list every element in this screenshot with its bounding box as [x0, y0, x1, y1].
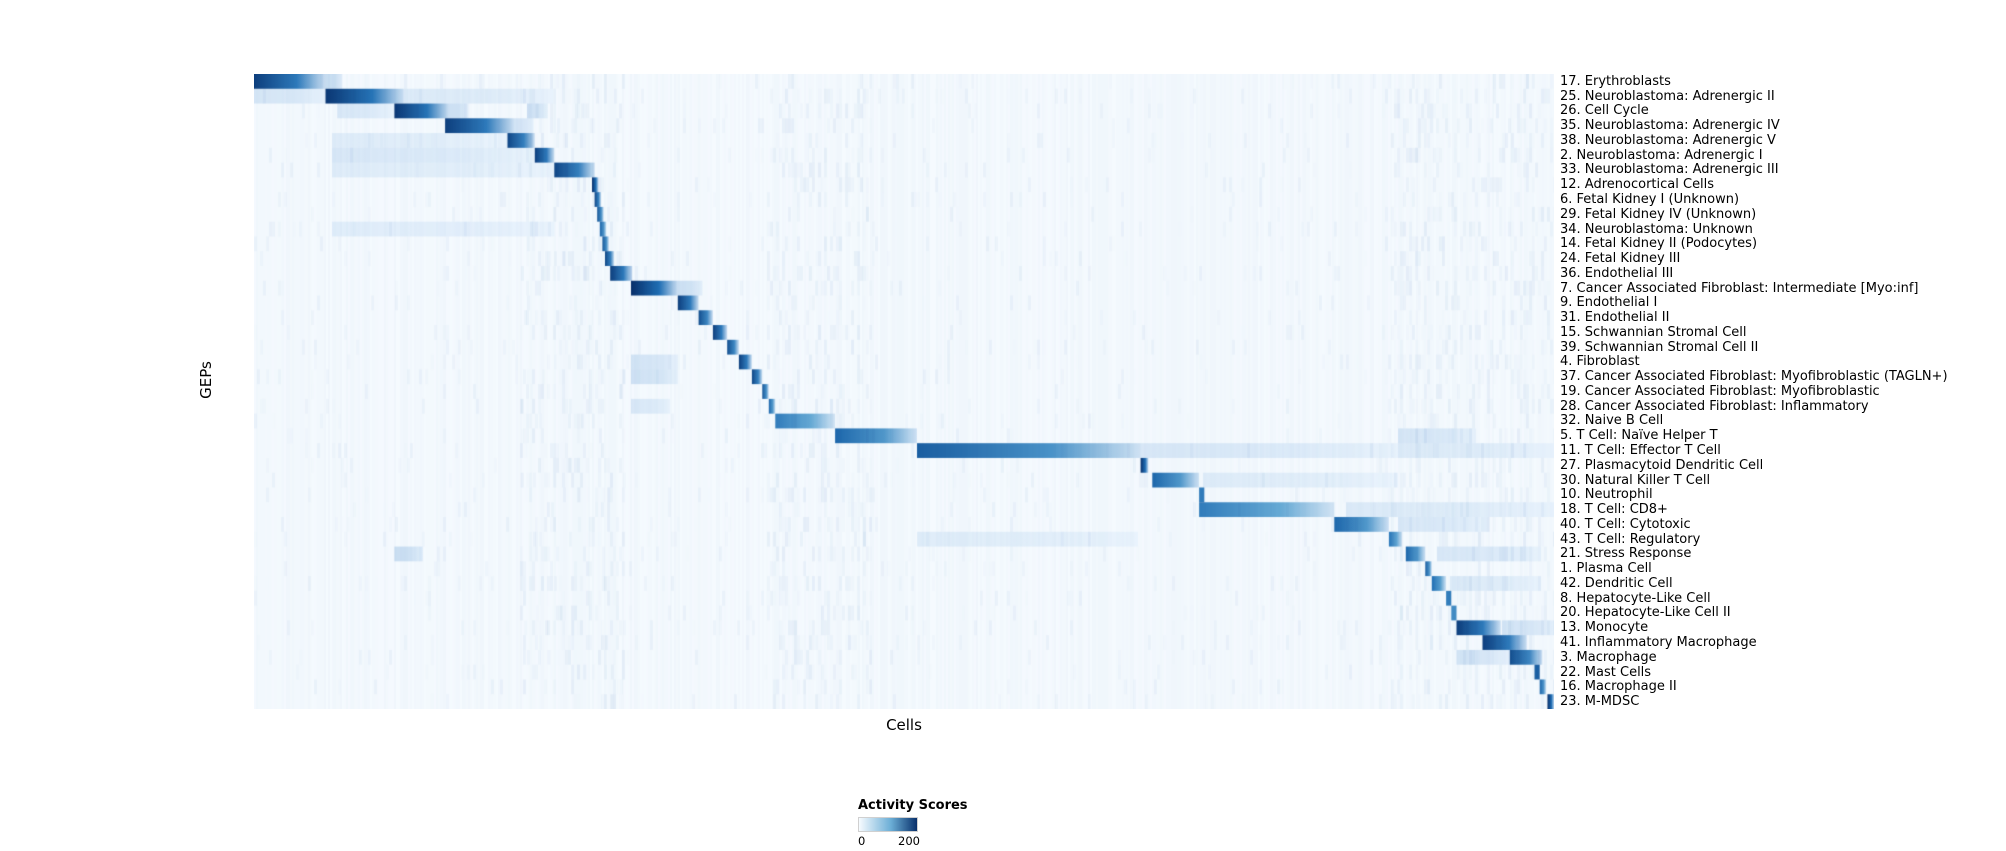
colorbar-min-tick: 0 — [858, 834, 866, 848]
row-label: 41. Inflammatory Macrophage — [1560, 634, 1757, 650]
row-label: 29. Fetal Kidney IV (Unknown) — [1560, 206, 1757, 222]
row-label: 19. Cancer Associated Fibroblast: Myofib… — [1560, 383, 1880, 399]
colorbar-legend: Activity Scores 0 200 — [858, 798, 998, 848]
row-label: 42. Dendritic Cell — [1560, 575, 1673, 591]
row-label: 38. Neuroblastoma: Adrenergic V — [1560, 132, 1776, 148]
row-label: 8. Hepatocyte-Like Cell — [1560, 590, 1711, 606]
row-label: 28. Cancer Associated Fibroblast: Inflam… — [1560, 398, 1869, 414]
heatmap-canvas — [254, 74, 1554, 709]
row-label: 16. Macrophage II — [1560, 679, 1677, 695]
row-labels: 17. Erythroblasts 25. Neuroblastoma: Adre… — [1560, 74, 2000, 709]
row-label: 32. Naive B Cell — [1560, 413, 1664, 429]
row-label: 37. Cancer Associated Fibroblast: Myofib… — [1560, 369, 1948, 385]
colorbar-gradient — [858, 817, 918, 832]
row-label: 24. Fetal Kidney III — [1560, 251, 1681, 267]
row-label: 11. T Cell: Effector T Cell — [1560, 443, 1721, 459]
row-label: 14. Fetal Kidney II (Podocytes) — [1560, 236, 1758, 252]
row-label: 33. Neuroblastoma: Adrenergic III — [1560, 162, 1779, 178]
row-label: 26. Cell Cycle — [1560, 103, 1649, 119]
row-label: 36. Endothelial III — [1560, 265, 1674, 281]
row-label: 18. T Cell: CD8+ — [1560, 502, 1668, 518]
x-axis-label: Cells — [886, 716, 922, 734]
colorbar-max-tick: 200 — [898, 834, 920, 848]
row-label: 10. Neutrophil — [1560, 487, 1653, 503]
row-label: 25. Neuroblastoma: Adrenergic II — [1560, 88, 1775, 104]
row-label: 3. Macrophage — [1560, 649, 1657, 665]
row-label: 7. Cancer Associated Fibroblast: Interme… — [1560, 280, 1919, 296]
row-label: 12. Adrenocortical Cells — [1560, 177, 1715, 193]
row-label: 6. Fetal Kidney I (Unknown) — [1560, 192, 1740, 207]
row-label: 17. Erythroblasts — [1560, 73, 1671, 89]
row-label: 20. Hepatocyte-Like Cell II — [1560, 605, 1731, 621]
row-label: 40. T Cell: Cytotoxic — [1560, 516, 1691, 532]
row-label: 27. Plasmacytoid Dendritic Cell — [1560, 457, 1764, 473]
row-label: 34. Neuroblastoma: Unknown — [1560, 221, 1753, 237]
row-label: 15. Schwannian Stromal Cell — [1560, 324, 1747, 340]
row-label: 9. Endothelial I — [1560, 295, 1658, 311]
colorbar-title: Activity Scores — [858, 798, 968, 813]
row-label: 39. Schwannian Stromal Cell II — [1560, 339, 1759, 355]
row-label: 4. Fibroblast — [1560, 354, 1640, 370]
row-label: 23. M-MDSC — [1560, 694, 1640, 710]
y-axis-label: GEPs — [197, 361, 215, 399]
row-label: 43. T Cell: Regulatory — [1560, 531, 1701, 547]
row-label: 21. Stress Response — [1560, 546, 1692, 562]
row-label: 13. Monocyte — [1560, 620, 1649, 636]
row-label: 30. Natural Killer T Cell — [1560, 472, 1711, 488]
row-label: 22. Mast Cells — [1560, 664, 1652, 680]
row-label: 1. Plasma Cell — [1560, 561, 1652, 577]
colorbar-ticks: 0 200 — [858, 834, 920, 848]
row-label: 31. Endothelial II — [1560, 310, 1670, 326]
row-label: 5. T Cell: Naïve Helper T — [1560, 428, 1718, 444]
row-label: 2. Neuroblastoma: Adrenergic I — [1560, 147, 1763, 163]
row-label: 35. Neuroblastoma: Adrenergic IV — [1560, 118, 1780, 134]
